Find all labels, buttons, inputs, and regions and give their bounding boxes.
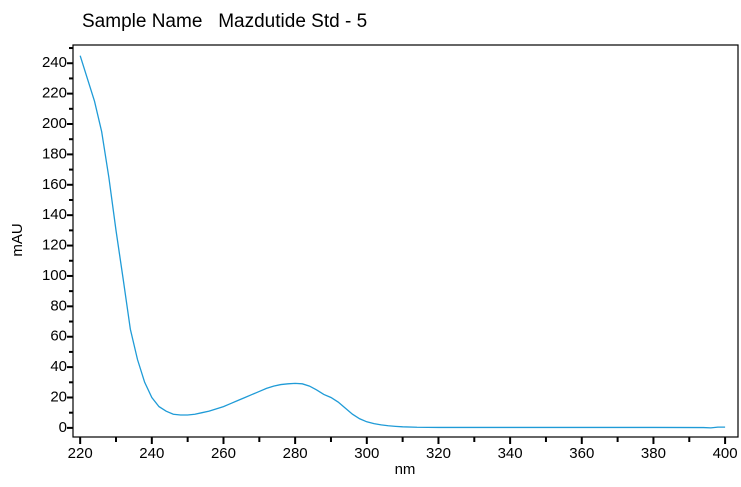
y-tick-label: 220	[42, 85, 67, 102]
x-tick-label: 400	[713, 445, 738, 462]
y-tick-label: 60	[50, 328, 67, 345]
y-tick-label: 40	[50, 358, 67, 375]
y-tick-label: 240	[42, 54, 67, 71]
x-tick-label: 300	[354, 445, 379, 462]
x-tick-label: 280	[283, 445, 308, 462]
x-tick-label: 380	[641, 445, 666, 462]
spectrum-line	[79, 55, 726, 429]
x-tick-label: 360	[569, 445, 594, 462]
x-tick-label: 240	[139, 445, 164, 462]
y-tick-label: 180	[42, 145, 67, 162]
y-tick-label: 0	[59, 419, 67, 436]
y-tick-label: 160	[42, 176, 67, 193]
x-tick-label: 340	[498, 445, 523, 462]
y-axis-label: mAU	[9, 223, 26, 256]
y-tick-label: 120	[42, 237, 67, 254]
x-axis-label: nm	[395, 461, 416, 478]
y-tick-label: 140	[42, 206, 67, 223]
chart-title: Sample Name Mazdutide Std - 5	[82, 11, 367, 32]
y-tick-label: 100	[42, 267, 67, 284]
x-tick-label: 220	[68, 445, 93, 462]
x-tick-label: 320	[426, 445, 451, 462]
y-tick-label: 20	[50, 388, 67, 405]
y-tick-label: 80	[50, 297, 67, 314]
x-tick-label: 260	[211, 445, 236, 462]
plot-frame	[72, 44, 739, 438]
y-tick-label: 200	[42, 115, 67, 132]
